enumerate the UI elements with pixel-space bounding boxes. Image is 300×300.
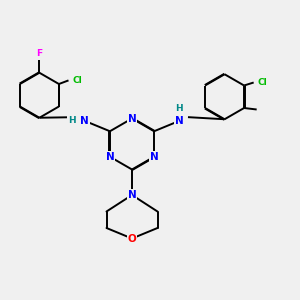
Text: N: N [150,152,158,162]
Text: N: N [175,116,184,126]
Text: Cl: Cl [257,78,267,87]
Text: F: F [36,49,43,58]
Text: N: N [128,113,136,124]
Text: Cl: Cl [72,76,82,85]
Text: N: N [80,116,89,126]
Text: H: H [175,104,183,112]
Text: N: N [106,152,114,162]
Text: N: N [128,190,136,200]
Text: O: O [128,233,136,244]
Text: H: H [68,116,76,125]
